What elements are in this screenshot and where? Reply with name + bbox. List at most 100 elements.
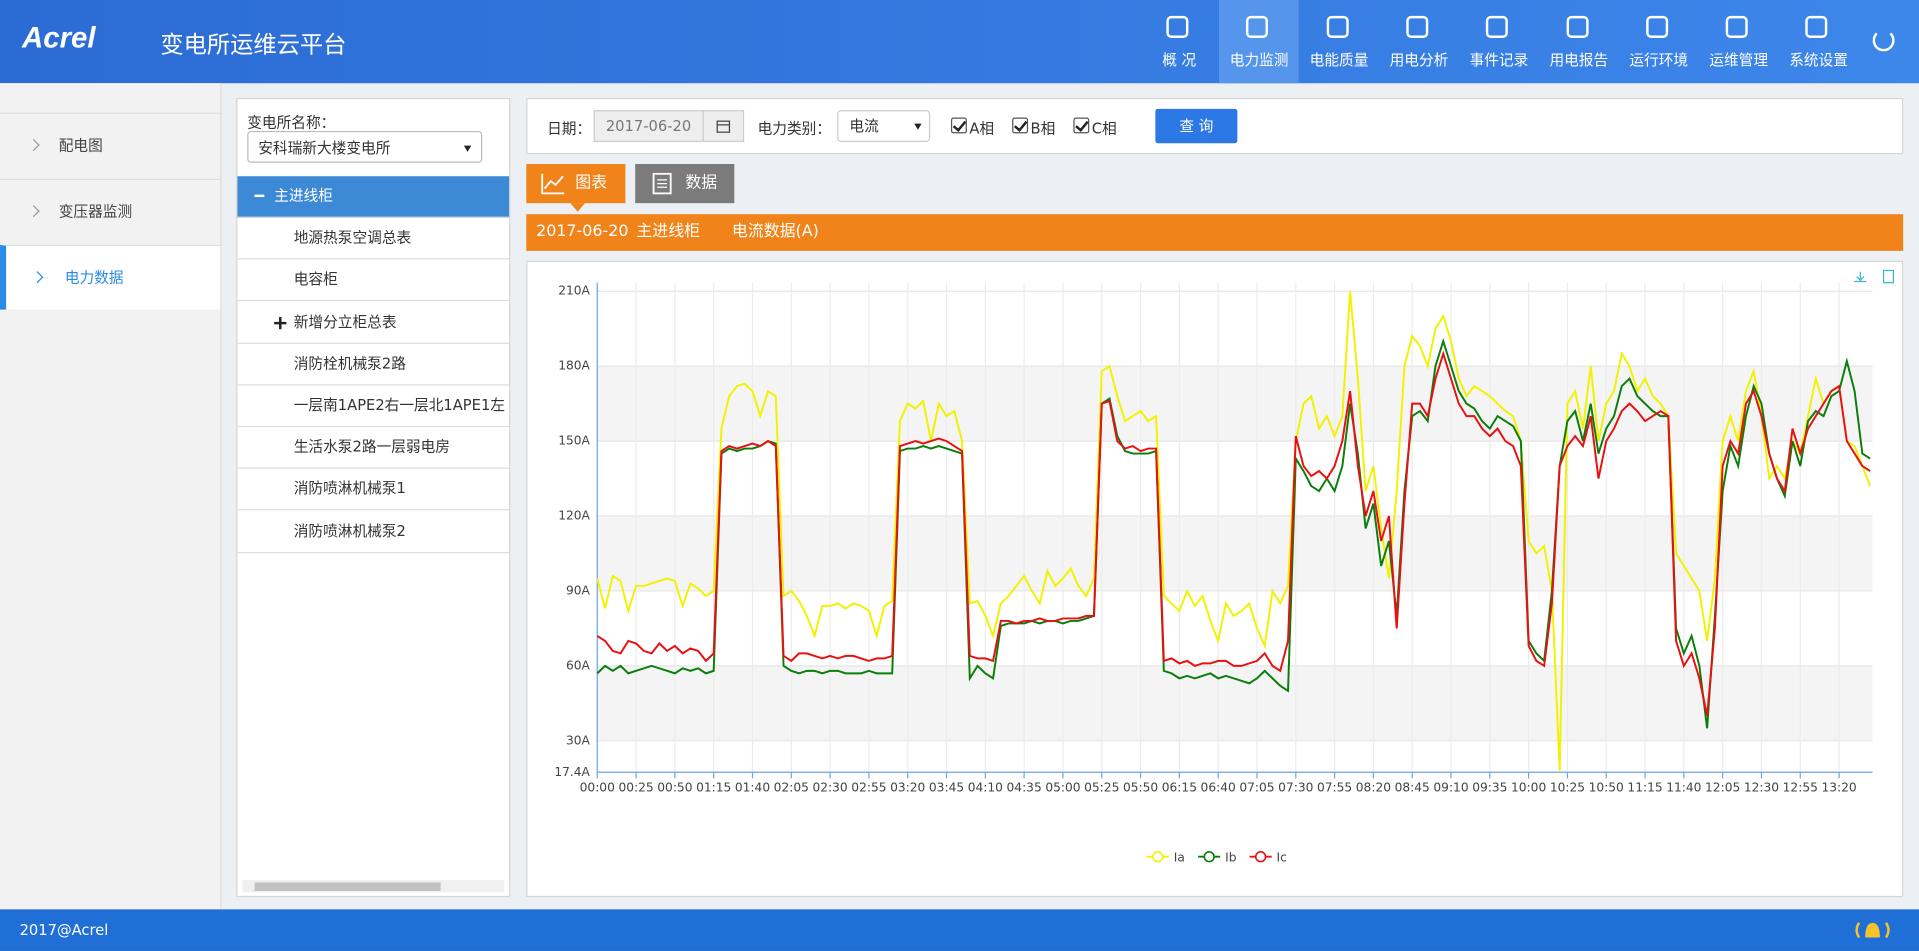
nav-label: 运维管理 xyxy=(1709,51,1769,69)
power-button[interactable] xyxy=(1872,29,1895,52)
legend-label: Ia xyxy=(1174,850,1185,864)
calendar-icon xyxy=(716,120,731,133)
nav-item[interactable]: 系统设置 xyxy=(1779,0,1859,83)
type-select[interactable]: 电流 xyxy=(837,110,931,142)
legend-marker xyxy=(1254,851,1267,863)
calendar-button[interactable] xyxy=(702,110,745,142)
tree-node[interactable]: 主进线柜 xyxy=(237,176,510,218)
nav-item[interactable]: 电力监测 xyxy=(1219,0,1299,84)
tree-node[interactable]: 新增分立柜总表 xyxy=(237,302,510,344)
tree-node[interactable]: 一层南1APE2右一层北1APE1左 xyxy=(237,386,510,428)
sidebar-label: 变压器监测 xyxy=(58,203,133,221)
nav-item[interactable]: 概 况 xyxy=(1139,0,1219,83)
nav-item[interactable]: 用电分析 xyxy=(1379,0,1459,83)
date-input[interactable]: 2017-06-20 xyxy=(593,110,704,142)
x-tick-label: 05:25 xyxy=(1084,781,1119,795)
x-tick-label: 08:45 xyxy=(1395,781,1430,795)
data-icon xyxy=(652,172,672,195)
nav-label: 运行环境 xyxy=(1629,51,1689,69)
y-tick-label: 60A xyxy=(566,658,591,672)
grid-band xyxy=(597,516,1873,591)
tree-node[interactable]: 地源热泵空调总表 xyxy=(237,218,510,260)
sidebar-item[interactable]: 配电图 xyxy=(0,112,221,179)
tab-label: 图表 xyxy=(575,173,608,193)
tree-label: 消防喷淋机械泵1 xyxy=(293,480,406,498)
nav-icon xyxy=(1805,15,1828,38)
phase-checkbox[interactable] xyxy=(1012,117,1029,134)
phase-label: B相 xyxy=(1030,119,1056,138)
tree-node[interactable]: 消防栓机械泵2路 xyxy=(237,344,510,386)
tree-node[interactable]: 电容柜 xyxy=(237,260,510,302)
collapse-icon[interactable] xyxy=(254,194,265,198)
nav-icon xyxy=(1406,15,1429,38)
x-tick-label: 09:10 xyxy=(1433,781,1468,795)
y-tick-label: 210A xyxy=(558,284,590,298)
x-tick-label: 01:40 xyxy=(735,781,770,795)
legend-label: Ic xyxy=(1277,850,1287,864)
type-value: 电流 xyxy=(849,117,879,135)
tree-node[interactable]: 消防喷淋机械泵1 xyxy=(237,469,510,511)
chevron xyxy=(31,271,44,284)
x-tick-label: 05:00 xyxy=(1045,781,1080,795)
copyright: 2017@Acrel xyxy=(19,921,109,939)
expand-icon[interactable] xyxy=(279,316,282,329)
series-line xyxy=(596,350,1871,717)
phase-checkbox[interactable] xyxy=(1073,117,1090,134)
x-tick-label: 10:00 xyxy=(1511,781,1546,795)
phase-checkbox[interactable] xyxy=(950,117,967,134)
x-tick-label: 06:40 xyxy=(1201,781,1236,795)
sidebar-label: 配电图 xyxy=(58,137,103,155)
nav-label: 系统设置 xyxy=(1789,51,1848,69)
tree-label: 主进线柜 xyxy=(274,187,333,205)
banner-date: 2017-06-20 xyxy=(536,222,629,242)
nav-label: 用电报告 xyxy=(1549,51,1609,69)
type-label: 电力类别： xyxy=(757,119,832,138)
alarm-bell[interactable] xyxy=(1854,915,1891,944)
sidebar-label: 电力数据 xyxy=(64,269,124,287)
nav-icon xyxy=(1725,15,1748,38)
tree-label: 新增分立柜总表 xyxy=(293,312,397,330)
data-tab[interactable]: 数据 xyxy=(635,164,735,204)
x-tick-label: 12:30 xyxy=(1744,781,1779,795)
scroll-thumb[interactable] xyxy=(254,882,441,891)
chart-tab[interactable]: 图表 xyxy=(526,164,626,204)
nav-icon xyxy=(1326,15,1349,38)
tree-label: 一层南1APE2右一层北1APE1左 xyxy=(293,396,505,414)
nav-item[interactable]: 用电报告 xyxy=(1539,0,1619,83)
query-button[interactable]: 查 询 xyxy=(1155,108,1238,144)
tab-pointer xyxy=(570,203,586,212)
y-tick-label: 120A xyxy=(558,509,590,523)
nav-label: 电力监测 xyxy=(1229,51,1289,69)
logo[interactable]: Acrel xyxy=(22,22,96,56)
x-tick-label: 11:15 xyxy=(1627,781,1662,795)
tree-node[interactable]: 生活水泵2路一层弱电房 xyxy=(237,427,510,469)
nav-item[interactable]: 运维管理 xyxy=(1699,0,1779,83)
sidebar-item[interactable]: 电力数据 xyxy=(0,244,221,310)
station-select[interactable]: 安科瑞新大楼变电所 xyxy=(247,130,483,163)
tree-label: 电容柜 xyxy=(293,270,338,289)
nav-item[interactable]: 运行环境 xyxy=(1619,0,1699,83)
nav-icon xyxy=(1645,15,1668,38)
nav-label: 事件记录 xyxy=(1469,51,1529,69)
grid-band xyxy=(597,665,1873,741)
x-tick-label: 02:05 xyxy=(774,781,809,795)
chart: 17.4A 30A 60A 90A 120A 150A 180A 210A 00:00 00:25… xyxy=(554,269,1894,864)
sidebar-item[interactable]: 变压器监测 xyxy=(0,178,221,245)
nav-label: 电能质量 xyxy=(1309,51,1369,69)
nav-item[interactable]: 事件记录 xyxy=(1459,0,1539,83)
x-tick-label: 10:25 xyxy=(1550,781,1585,795)
tree-label: 生活水泵2路一层弱电房 xyxy=(293,438,450,456)
legend-marker xyxy=(1152,851,1164,863)
nav-label: 用电分析 xyxy=(1389,51,1449,69)
x-tick-label: 03:45 xyxy=(929,781,964,795)
station-label: 变电所名称： xyxy=(247,113,336,131)
nav-item[interactable]: 电能质量 xyxy=(1299,0,1379,83)
x-tick-label: 10:50 xyxy=(1589,781,1624,795)
export-icons[interactable] xyxy=(1854,269,1894,284)
x-tick-label: 05:50 xyxy=(1123,781,1158,795)
tree-node[interactable]: 消防喷淋机械泵2 xyxy=(237,511,510,553)
chart-banner: 2017-06-20 主进线柜 电流数据(A) xyxy=(526,214,1904,251)
chart-icon xyxy=(541,173,565,195)
x-tick-label: 07:55 xyxy=(1317,781,1352,795)
